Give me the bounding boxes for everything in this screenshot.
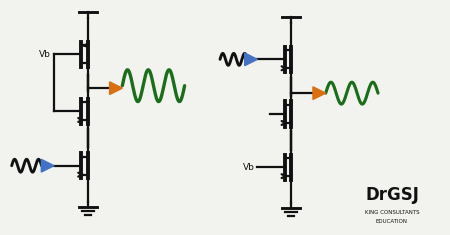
Polygon shape	[41, 159, 54, 172]
Text: KING CONSULTANTS: KING CONSULTANTS	[364, 210, 419, 215]
Polygon shape	[110, 82, 122, 94]
Polygon shape	[313, 87, 326, 99]
Text: EDUCATION: EDUCATION	[376, 219, 408, 224]
Text: Vb: Vb	[243, 163, 254, 172]
Text: Vb: Vb	[39, 50, 51, 59]
Text: DrGSJ: DrGSJ	[365, 186, 419, 204]
Polygon shape	[245, 53, 257, 66]
